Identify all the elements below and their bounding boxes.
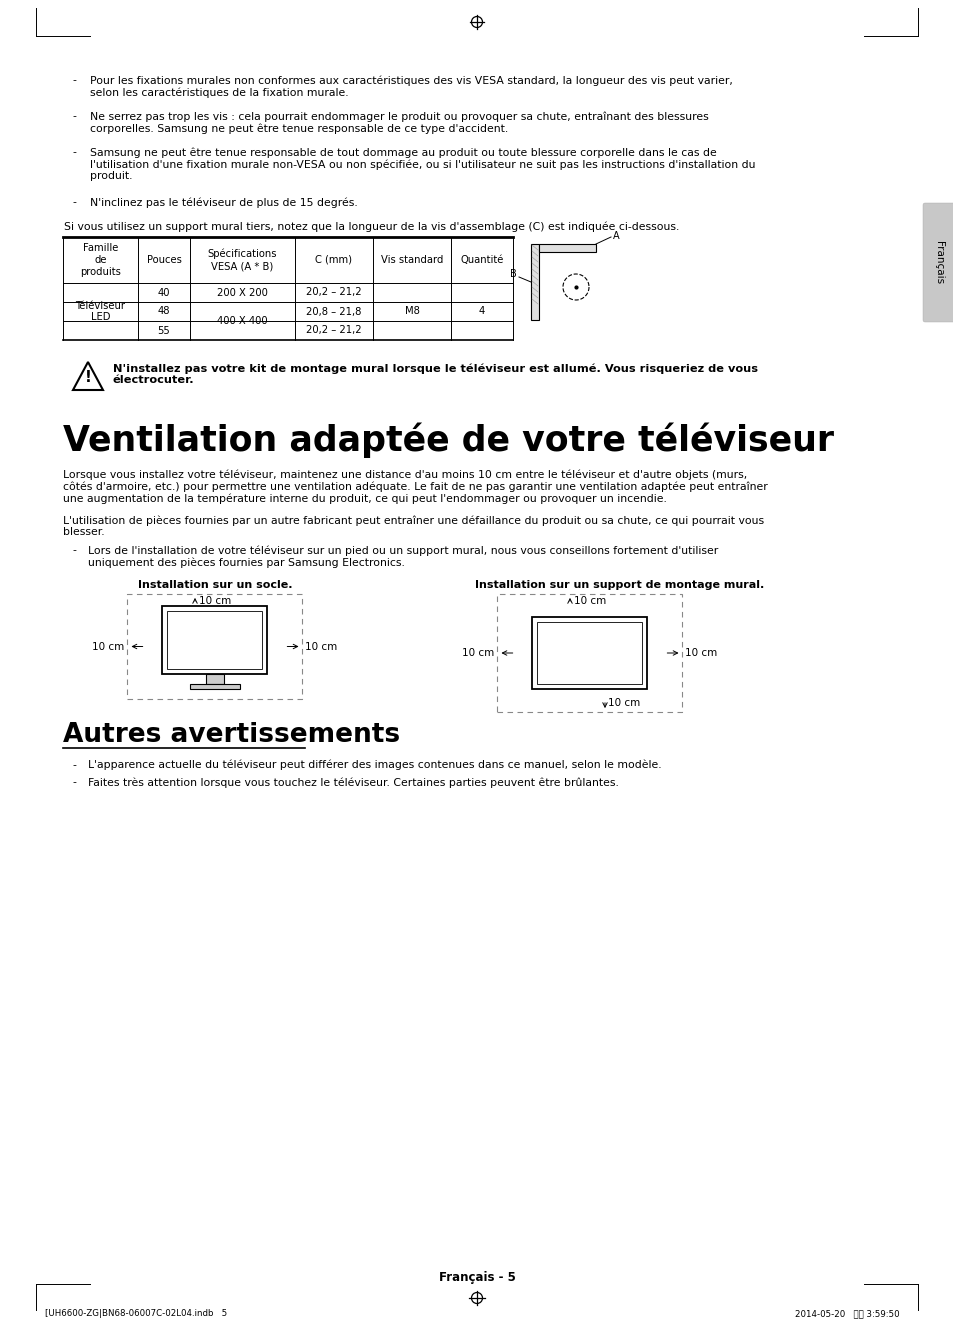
Text: [UH6600-ZG|BN68-06007C-02L04.indb   5: [UH6600-ZG|BN68-06007C-02L04.indb 5 xyxy=(45,1309,227,1318)
FancyBboxPatch shape xyxy=(923,203,953,322)
Text: Famille
de
produits: Famille de produits xyxy=(80,243,121,276)
Bar xyxy=(190,684,240,690)
Text: 10 cm: 10 cm xyxy=(305,642,337,651)
Text: 10 cm: 10 cm xyxy=(462,649,494,658)
Text: Spécifications
VESA (A * B): Spécifications VESA (A * B) xyxy=(208,248,277,271)
Text: 10 cm: 10 cm xyxy=(574,596,605,606)
Text: Français - 5: Français - 5 xyxy=(438,1271,515,1284)
Text: -: - xyxy=(71,75,76,85)
Text: -: - xyxy=(71,197,76,207)
Text: Lorsque vous installez votre téléviseur, maintenez une distance d'au moins 10 cm: Lorsque vous installez votre téléviseur,… xyxy=(63,469,767,503)
Text: 10 cm: 10 cm xyxy=(199,596,231,606)
Text: 10 cm: 10 cm xyxy=(685,649,717,658)
Text: 2014-05-20   午後 3:59:50: 2014-05-20 午後 3:59:50 xyxy=(795,1309,899,1318)
Text: Samsung ne peut être tenue responsable de tout dommage au produit ou toute bless: Samsung ne peut être tenue responsable d… xyxy=(90,147,755,181)
Text: L'apparence actuelle du téléviseur peut différer des images contenues dans ce ma: L'apparence actuelle du téléviseur peut … xyxy=(88,760,661,770)
Text: Pour les fixations murales non conformes aux caractéristiques des vis VESA stand: Pour les fixations murales non conformes… xyxy=(90,75,732,98)
Text: 55: 55 xyxy=(157,325,171,336)
Text: 4: 4 xyxy=(478,306,485,317)
Text: Pouces: Pouces xyxy=(147,255,181,266)
Text: -: - xyxy=(71,111,76,122)
Text: 20,2 – 21,2: 20,2 – 21,2 xyxy=(306,325,361,336)
Bar xyxy=(532,617,647,690)
Bar xyxy=(537,622,641,684)
Text: N'installez pas votre kit de montage mural lorsque le téléviseur est allumé. Vou: N'installez pas votre kit de montage mur… xyxy=(112,363,758,386)
Text: M8: M8 xyxy=(404,306,419,317)
Text: 10 cm: 10 cm xyxy=(92,642,125,651)
Bar xyxy=(206,674,224,684)
Text: A: A xyxy=(613,231,619,240)
Text: L'utilisation de pièces fournies par un autre fabricant peut entraîner une défai: L'utilisation de pièces fournies par un … xyxy=(63,515,763,538)
Text: -: - xyxy=(71,760,76,770)
Text: Installation sur un socle.: Installation sur un socle. xyxy=(137,580,292,590)
Bar xyxy=(497,594,681,712)
Bar xyxy=(128,594,302,699)
Text: -: - xyxy=(71,147,76,157)
Text: Ne serrez pas trop les vis : cela pourrait endommager le produit ou provoquer sa: Ne serrez pas trop les vis : cela pourra… xyxy=(90,111,708,133)
Text: 20,8 – 21,8: 20,8 – 21,8 xyxy=(306,306,361,317)
Text: Installation sur un support de montage mural.: Installation sur un support de montage m… xyxy=(475,580,763,590)
Text: N'inclinez pas le téléviseur de plus de 15 degrés.: N'inclinez pas le téléviseur de plus de … xyxy=(90,197,357,207)
Text: -: - xyxy=(71,777,76,787)
Polygon shape xyxy=(531,244,538,320)
Text: 10 cm: 10 cm xyxy=(607,697,639,708)
Text: !: ! xyxy=(85,370,91,384)
Text: 20,2 – 21,2: 20,2 – 21,2 xyxy=(306,288,361,297)
Text: Autres avertissements: Autres avertissements xyxy=(63,723,399,748)
Bar xyxy=(162,606,267,674)
Text: Français: Français xyxy=(934,240,943,284)
Text: 40: 40 xyxy=(157,288,170,297)
Text: Ventilation adaptée de votre téléviseur: Ventilation adaptée de votre téléviseur xyxy=(63,423,833,458)
Text: B: B xyxy=(510,269,517,279)
Text: -: - xyxy=(71,546,76,555)
Text: Téléviseur
LED: Téléviseur LED xyxy=(75,301,126,322)
Text: 48: 48 xyxy=(157,306,170,317)
Text: Lors de l'installation de votre téléviseur sur un pied ou un support mural, nous: Lors de l'installation de votre télévise… xyxy=(88,546,718,568)
Text: Quantité: Quantité xyxy=(460,255,503,266)
Bar xyxy=(168,612,262,668)
Polygon shape xyxy=(538,244,596,252)
Text: 200 X 200: 200 X 200 xyxy=(217,288,268,297)
Text: Si vous utilisez un support mural tiers, notez que la longueur de la vis d'assem: Si vous utilisez un support mural tiers,… xyxy=(64,221,679,231)
Text: C (mm): C (mm) xyxy=(315,255,352,266)
Text: 400 X 400: 400 X 400 xyxy=(217,316,268,326)
Text: Vis standard: Vis standard xyxy=(380,255,443,266)
Text: Faites très attention lorsque vous touchez le téléviseur. Certaines parties peuv: Faites très attention lorsque vous touch… xyxy=(88,777,618,787)
